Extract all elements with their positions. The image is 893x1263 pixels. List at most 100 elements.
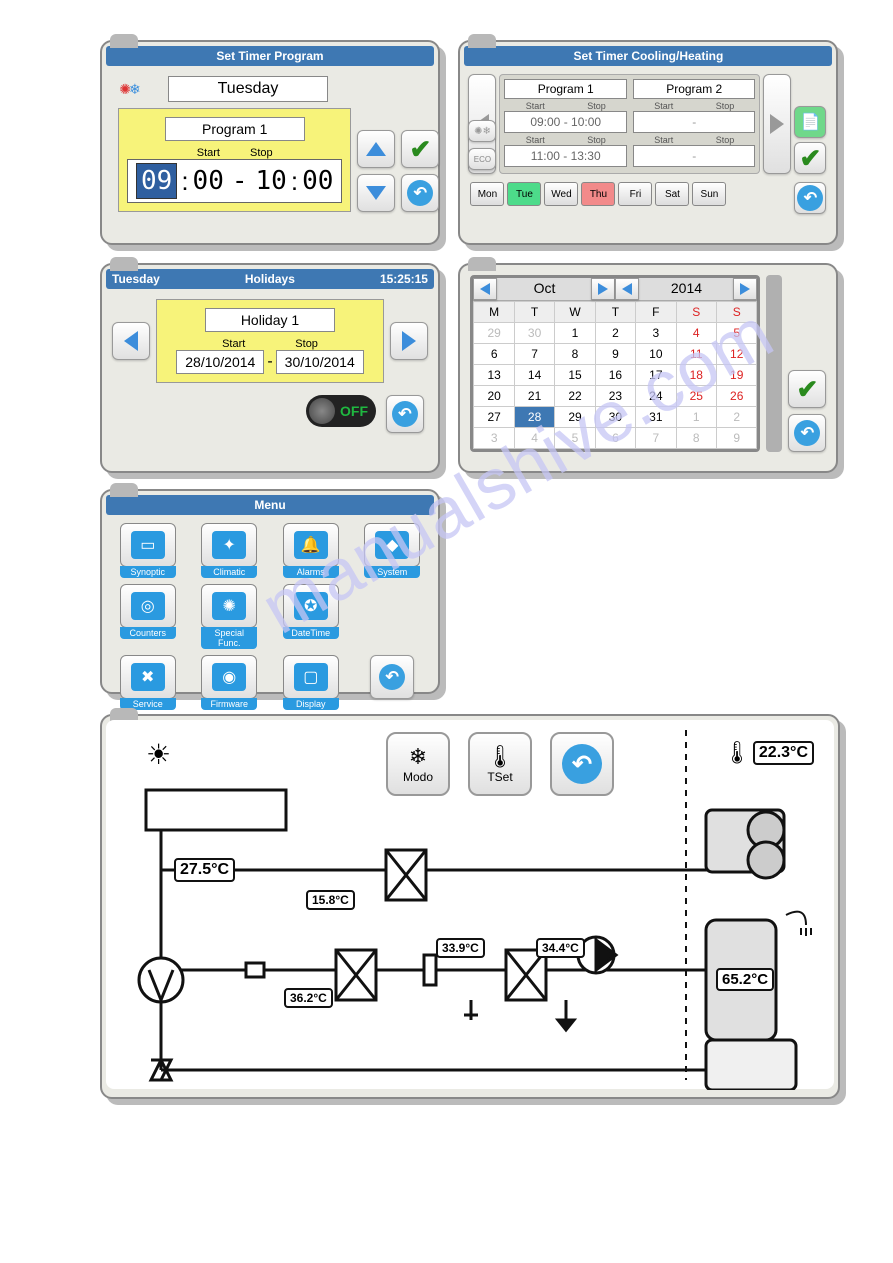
cal-day[interactable]: 31 xyxy=(636,407,676,428)
confirm-button[interactable]: ✔ xyxy=(788,370,826,408)
cal-day[interactable]: 29 xyxy=(474,323,514,344)
confirm-button[interactable]: ✔ xyxy=(401,130,439,168)
cal-day[interactable]: 16 xyxy=(595,365,635,386)
menu-special-func-[interactable]: ✺Special Func. xyxy=(192,584,268,649)
cal-day[interactable]: 29 xyxy=(555,407,595,428)
cal-day[interactable]: 1 xyxy=(555,323,595,344)
back-button[interactable]: ↶ xyxy=(386,395,424,433)
cal-day[interactable]: 23 xyxy=(595,386,635,407)
cal-day[interactable]: 5 xyxy=(716,323,756,344)
cal-day[interactable]: 26 xyxy=(716,386,756,407)
weekday-sun[interactable]: Sun xyxy=(692,182,726,206)
cal-day[interactable]: 19 xyxy=(716,365,756,386)
start-min[interactable]: 00 xyxy=(193,166,224,196)
start-label: Start xyxy=(197,147,220,159)
cal-day[interactable]: 22 xyxy=(555,386,595,407)
slot4[interactable]: - xyxy=(633,145,756,167)
cal-day[interactable]: 14 xyxy=(514,365,554,386)
menu-datetime[interactable]: ✪DateTime xyxy=(273,584,349,649)
cal-day[interactable]: 4 xyxy=(676,323,716,344)
cal-day[interactable]: 25 xyxy=(676,386,716,407)
cal-day[interactable]: 28 xyxy=(514,407,554,428)
cal-day[interactable]: 6 xyxy=(595,428,635,449)
up-button[interactable] xyxy=(357,130,395,168)
weekday-fri[interactable]: Fri xyxy=(618,182,652,206)
calendar-grid[interactable]: MTWTFSS293012345678910111213141516171819… xyxy=(473,301,757,449)
cal-day[interactable]: 20 xyxy=(474,386,514,407)
cal-day[interactable]: 7 xyxy=(636,428,676,449)
cal-day[interactable]: 2 xyxy=(716,407,756,428)
mode-eco-button[interactable]: ECO xyxy=(468,148,496,170)
program2-label[interactable]: Program 2 xyxy=(633,79,756,99)
slot3[interactable]: - xyxy=(633,111,756,133)
weekday-sat[interactable]: Sat xyxy=(655,182,689,206)
menu-service[interactable]: ✖Service xyxy=(110,655,186,710)
cal-day[interactable]: 30 xyxy=(595,407,635,428)
cal-day[interactable]: 2 xyxy=(595,323,635,344)
back-icon: ↶ xyxy=(794,420,820,446)
start-date[interactable]: 28/10/2014 xyxy=(176,350,264,374)
stop-min[interactable]: 00 xyxy=(302,166,333,196)
cal-day[interactable]: 1 xyxy=(676,407,716,428)
back-button[interactable]: ↶ xyxy=(794,182,826,214)
cal-day[interactable]: 9 xyxy=(716,428,756,449)
menu-back-button[interactable]: ↶ xyxy=(355,655,431,710)
program-name[interactable]: Program 1 xyxy=(165,117,305,141)
cal-day[interactable]: 15 xyxy=(555,365,595,386)
back-button[interactable]: ↶ xyxy=(788,414,826,452)
copy-button[interactable]: 📄 xyxy=(794,106,826,138)
cal-day[interactable]: 10 xyxy=(636,344,676,365)
next-holiday-button[interactable] xyxy=(390,322,428,360)
cal-day[interactable]: 8 xyxy=(555,344,595,365)
weekday-tue[interactable]: Tue xyxy=(507,182,541,206)
menu-display[interactable]: ▢Display xyxy=(273,655,349,710)
prev-holiday-button[interactable] xyxy=(112,322,150,360)
menu-counters[interactable]: ◎Counters xyxy=(110,584,186,649)
cal-day[interactable]: 17 xyxy=(636,365,676,386)
cal-day[interactable]: 4 xyxy=(514,428,554,449)
cal-day[interactable]: 11 xyxy=(676,344,716,365)
cal-day[interactable]: 24 xyxy=(636,386,676,407)
prev-year-button[interactable] xyxy=(615,278,639,300)
check-icon: ✔ xyxy=(797,374,819,405)
menu-climatic[interactable]: ✦Climatic xyxy=(192,523,268,578)
cal-day[interactable]: 27 xyxy=(474,407,514,428)
menu-alarms[interactable]: 🔔Alarms xyxy=(273,523,349,578)
program1-label[interactable]: Program 1 xyxy=(504,79,627,99)
stop-date[interactable]: 30/10/2014 xyxy=(276,350,364,374)
weekday-mon[interactable]: Mon xyxy=(470,182,504,206)
start-hour[interactable]: 09 xyxy=(136,163,177,199)
next-year-button[interactable] xyxy=(733,278,757,300)
holiday-toggle[interactable]: OFF xyxy=(306,395,376,427)
menu-system[interactable]: ◆System xyxy=(355,523,431,578)
slot2[interactable]: 11:00 - 13:30 xyxy=(504,145,627,167)
cal-day[interactable]: 7 xyxy=(514,344,554,365)
cal-day[interactable]: 9 xyxy=(595,344,635,365)
slot1[interactable]: 09:00 - 10:00 xyxy=(504,111,627,133)
cal-day[interactable]: 5 xyxy=(555,428,595,449)
cal-day[interactable]: 13 xyxy=(474,365,514,386)
mode-coolheat-button[interactable]: ✺❄ xyxy=(468,120,496,142)
weekday-thu[interactable]: Thu xyxy=(581,182,615,206)
weekday-wed[interactable]: Wed xyxy=(544,182,578,206)
cal-day[interactable]: 12 xyxy=(716,344,756,365)
menu-firmware[interactable]: ◉Firmware xyxy=(192,655,268,710)
next-month-button[interactable] xyxy=(591,278,615,300)
confirm-button[interactable]: ✔ xyxy=(794,142,826,174)
cal-day[interactable]: 30 xyxy=(514,323,554,344)
cal-day[interactable]: 3 xyxy=(636,323,676,344)
cal-day[interactable]: 6 xyxy=(474,344,514,365)
cal-day[interactable]: 21 xyxy=(514,386,554,407)
title: Menu xyxy=(106,495,434,515)
back-button[interactable]: ↶ xyxy=(401,174,439,212)
prev-month-button[interactable] xyxy=(473,278,497,300)
chevron-up-icon xyxy=(366,142,386,156)
down-button[interactable] xyxy=(357,174,395,212)
menu-synoptic[interactable]: ▭Synoptic xyxy=(110,523,186,578)
cal-day[interactable]: 8 xyxy=(676,428,716,449)
cal-day[interactable]: 3 xyxy=(474,428,514,449)
holiday-name[interactable]: Holiday 1 xyxy=(205,308,335,332)
cal-day[interactable]: 18 xyxy=(676,365,716,386)
next-button[interactable] xyxy=(763,74,791,174)
stop-hour[interactable]: 10 xyxy=(256,166,287,196)
